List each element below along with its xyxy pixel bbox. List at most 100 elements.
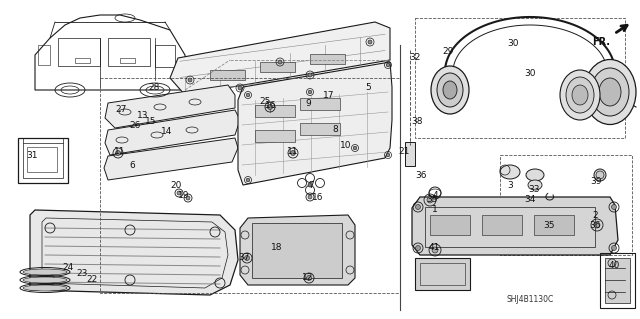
Text: 32: 32 (410, 53, 420, 62)
Bar (300, 98, 340, 110)
Circle shape (307, 276, 312, 280)
Polygon shape (240, 215, 355, 285)
Circle shape (611, 204, 616, 210)
Circle shape (308, 73, 312, 77)
Text: 30: 30 (508, 39, 519, 48)
Text: 13: 13 (137, 110, 148, 120)
Text: 1: 1 (432, 205, 438, 214)
Polygon shape (170, 22, 390, 95)
Circle shape (186, 196, 190, 200)
Bar (605, 258, 630, 303)
Text: 29: 29 (442, 48, 454, 56)
Ellipse shape (599, 78, 621, 106)
Bar (255, 105, 295, 117)
Text: 14: 14 (161, 127, 173, 136)
Text: FR.: FR. (592, 37, 610, 47)
Circle shape (278, 60, 282, 64)
Bar (300, 123, 340, 135)
Circle shape (177, 191, 181, 195)
Ellipse shape (23, 269, 67, 275)
Polygon shape (104, 138, 238, 180)
Circle shape (291, 151, 296, 155)
Text: 23: 23 (76, 269, 88, 278)
Circle shape (308, 183, 312, 187)
Bar (600, 253, 635, 308)
Circle shape (268, 105, 273, 109)
Bar (252, 223, 342, 278)
Text: 28: 28 (148, 83, 160, 92)
Text: 35: 35 (426, 196, 438, 204)
Text: 22: 22 (86, 275, 98, 284)
Text: 33: 33 (528, 186, 540, 195)
Bar (108, 38, 150, 66)
Ellipse shape (560, 70, 600, 120)
Text: 41: 41 (428, 243, 440, 253)
Text: 35: 35 (543, 220, 555, 229)
Ellipse shape (23, 277, 67, 283)
Text: 16: 16 (312, 192, 324, 202)
Bar (58, 38, 100, 66)
Text: 11: 11 (115, 147, 125, 157)
Bar (430, 215, 470, 235)
Text: SHJ4B1130C: SHJ4B1130C (506, 295, 554, 305)
Bar (425, 207, 595, 247)
Circle shape (386, 153, 390, 157)
Ellipse shape (431, 66, 469, 114)
Ellipse shape (526, 169, 544, 181)
Text: 5: 5 (365, 83, 371, 92)
Circle shape (427, 197, 433, 203)
Text: 7: 7 (308, 181, 314, 189)
Text: 30: 30 (524, 69, 536, 78)
Ellipse shape (591, 68, 629, 116)
Circle shape (188, 78, 192, 82)
Polygon shape (238, 62, 392, 185)
Circle shape (415, 246, 420, 250)
Ellipse shape (500, 165, 520, 179)
Text: 37: 37 (238, 254, 250, 263)
Bar (38, 45, 50, 65)
Text: 4: 4 (432, 190, 438, 199)
Bar (415, 258, 470, 290)
Bar (155, 45, 175, 67)
Circle shape (308, 90, 312, 94)
Circle shape (432, 247, 438, 253)
Circle shape (386, 63, 390, 67)
Circle shape (415, 204, 420, 210)
Circle shape (246, 93, 250, 97)
Text: 9: 9 (305, 99, 311, 108)
Bar (100, 78, 400, 293)
Polygon shape (105, 110, 240, 155)
Text: 18: 18 (271, 242, 283, 251)
Bar (27, 147, 57, 172)
Text: 39: 39 (590, 177, 602, 187)
Ellipse shape (584, 60, 636, 124)
Text: 3: 3 (507, 181, 513, 189)
Text: 11: 11 (287, 147, 299, 157)
Text: 36: 36 (589, 220, 601, 229)
Circle shape (611, 246, 616, 250)
Polygon shape (412, 197, 618, 255)
Bar (310, 54, 345, 64)
Text: 17: 17 (323, 92, 335, 100)
Bar (255, 130, 295, 142)
Ellipse shape (437, 73, 463, 107)
Circle shape (238, 86, 242, 90)
Ellipse shape (566, 77, 594, 113)
Text: 2: 2 (592, 211, 598, 219)
Text: 10: 10 (340, 140, 352, 150)
Text: 20: 20 (170, 182, 182, 190)
Text: 26: 26 (129, 121, 141, 130)
Circle shape (244, 256, 250, 261)
Bar (120, 58, 135, 63)
Polygon shape (30, 210, 238, 295)
Text: 27: 27 (115, 106, 127, 115)
Bar (18, 138, 68, 183)
Ellipse shape (594, 169, 606, 181)
Circle shape (594, 222, 600, 228)
Bar (210, 70, 245, 80)
Text: 34: 34 (524, 196, 536, 204)
Text: 6: 6 (129, 160, 135, 169)
Bar (534, 215, 574, 235)
Ellipse shape (596, 171, 604, 179)
Bar (420, 263, 465, 285)
